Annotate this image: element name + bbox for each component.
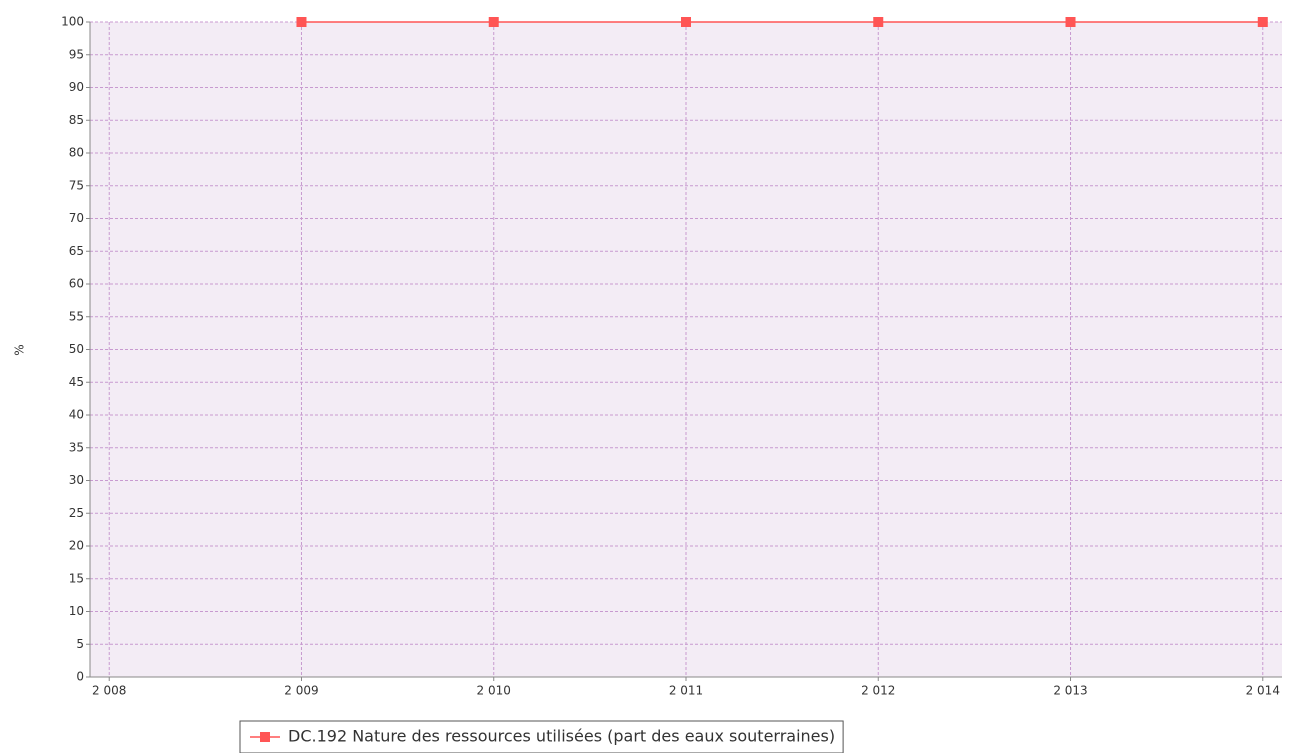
- y-tick-label: 25: [69, 506, 84, 520]
- point: [1065, 17, 1076, 27]
- x-tick-label: 2 011: [669, 684, 703, 698]
- y-tick-label: 0: [76, 670, 84, 684]
- y-tick-label: 100: [61, 15, 84, 29]
- x-tick-label: 2 010: [477, 684, 511, 698]
- y-tick-label: 85: [69, 113, 84, 127]
- y-tick-label: 90: [69, 80, 84, 94]
- y-tick-label: 80: [69, 146, 84, 160]
- legend-marker: [260, 732, 270, 742]
- y-tick-label: 65: [69, 244, 84, 258]
- y-tick-label: 70: [69, 211, 84, 225]
- y-tick-label: 60: [69, 277, 84, 291]
- y-tick-label: 95: [69, 47, 84, 61]
- point: [873, 17, 884, 27]
- x-tick-label: 2 014: [1246, 684, 1280, 698]
- y-axis-label: %: [13, 344, 27, 355]
- y-tick-label: 50: [69, 342, 84, 356]
- y-tick-label: 45: [69, 375, 84, 389]
- legend-box: [239, 720, 844, 753]
- point: [488, 17, 499, 27]
- x-tick-label: 2 013: [1053, 684, 1087, 698]
- y-tick-label: 30: [69, 473, 84, 487]
- x-tick-label: 2 009: [284, 684, 318, 698]
- point: [296, 17, 307, 27]
- point: [681, 17, 691, 27]
- x-tick-label: 2 008: [92, 684, 126, 698]
- legend-label: DC.192 Nature des ressources utilisées (…: [288, 727, 835, 746]
- y-tick-label: 20: [69, 539, 84, 553]
- y-tick-label: 55: [69, 309, 84, 323]
- point: [1257, 17, 1268, 27]
- x-tick-label: 2 012: [861, 684, 895, 698]
- y-tick-label: 5: [76, 637, 84, 651]
- y-tick-label: 40: [69, 408, 84, 422]
- y-tick-label: 15: [69, 571, 84, 585]
- y-tick-label: 35: [69, 440, 84, 454]
- y-tick-label: 75: [69, 178, 84, 192]
- y-tick-label: 10: [69, 604, 84, 618]
